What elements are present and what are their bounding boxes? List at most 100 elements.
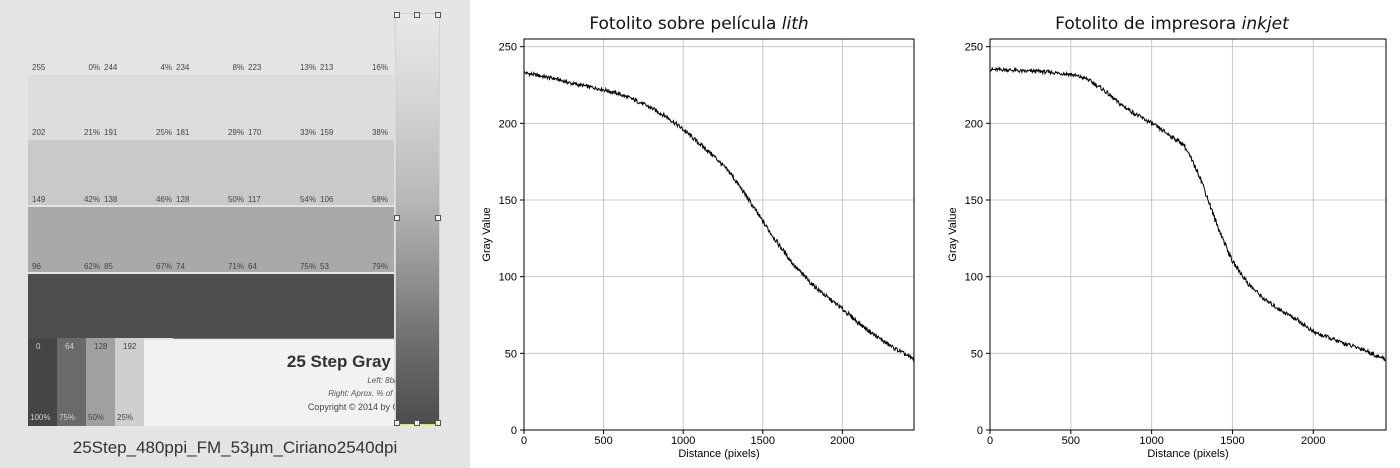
- gray-value-label: 53: [320, 262, 329, 271]
- selection-handle[interactable]: [414, 12, 420, 18]
- gray-band: [28, 75, 394, 140]
- y-tick-label: 250: [965, 42, 983, 54]
- coverage-label: 62%: [83, 262, 100, 271]
- coverage-label: 21%: [83, 128, 100, 137]
- gray-value-label: 149: [32, 195, 46, 204]
- x-tick-label: 2000: [1301, 435, 1325, 447]
- x-tick-label: 2000: [830, 435, 854, 447]
- selection-handle[interactable]: [394, 215, 400, 221]
- x-tick-label: 0: [987, 435, 993, 447]
- gray-value-label: 223: [248, 63, 262, 72]
- x-tick-label: 0: [521, 435, 527, 447]
- y-tick-label: 200: [499, 118, 517, 130]
- y-tick-label: 250: [499, 42, 517, 54]
- y-tick-label: 150: [965, 195, 983, 207]
- swatch-gray-label: 128: [94, 342, 108, 351]
- coverage-label: 13%: [299, 63, 316, 72]
- plot-frame: [989, 38, 1387, 431]
- selection-handle[interactable]: [435, 12, 441, 18]
- card-line-coverage: Right: Aprox. % of ink coverage: [328, 389, 440, 398]
- gray-value-label: 96: [32, 262, 41, 271]
- coverage-label: 50%: [227, 195, 244, 204]
- gray-value-label: 213: [320, 63, 334, 72]
- swatch-coverage-label: 50%: [88, 413, 105, 422]
- coverage-label: 42%: [83, 195, 100, 204]
- gradient-strip: [395, 13, 440, 425]
- coverage-label: 79%: [371, 262, 388, 271]
- y-tick-label: 100: [499, 272, 517, 284]
- coverage-label: 46%: [155, 195, 172, 204]
- x-tick-label: 500: [1062, 435, 1080, 447]
- gray-band: [28, 274, 394, 338]
- gray-value-label: 244: [104, 63, 118, 72]
- card-copyright: Copyright © 2014 by Carles Mitjà: [307, 402, 440, 412]
- gray-value-label: 159: [320, 128, 334, 137]
- gray-scale-scan: 255 0% 244 4% 234 8% 223 13% 213 16% 202 21% 191 25% 1…: [0, 0, 470, 468]
- gray-swatch: [86, 338, 115, 426]
- gray-swatch: [57, 338, 86, 426]
- coverage-label: 29%: [227, 128, 244, 137]
- coverage-label: 67%: [155, 262, 172, 271]
- plot-canvas: 0 500 1000 1500 2000 0 50 100 150 200 250 Distance …: [947, 38, 1387, 460]
- gray-value-label: 202: [32, 128, 46, 137]
- gray-value-label: 106: [320, 195, 334, 204]
- gray-value-label: 181: [176, 128, 190, 137]
- gray-swatch: [28, 338, 57, 426]
- gray-value-label: 85: [104, 262, 113, 271]
- y-axis-label: Gray Value: [481, 207, 493, 261]
- y-tick-label: 0: [977, 425, 983, 437]
- swatch-gray-label: 192: [123, 342, 137, 351]
- selection-handle[interactable]: [394, 12, 400, 18]
- scan-caption: 25Step_480ppi_FM_53µm_Ciriano2540dpi: [72, 438, 398, 457]
- coverage-label: 33%: [299, 128, 316, 137]
- y-tick-label: 50: [505, 348, 517, 360]
- y-tick-label: 200: [965, 118, 983, 130]
- x-tick-label: 1000: [1139, 435, 1163, 447]
- plot-title: Fotolito sobre película lith: [589, 14, 809, 34]
- coverage-label: 25%: [155, 128, 172, 137]
- swatch-gray-label: 64: [65, 342, 74, 351]
- coverage-label: 16%: [371, 63, 388, 72]
- coverage-label: 4%: [160, 63, 172, 72]
- x-tick-label: 500: [594, 435, 612, 447]
- profile-series-line: [989, 66, 1387, 362]
- y-tick-label: 150: [499, 195, 517, 207]
- x-axis-label: Distance (pixels): [1147, 448, 1228, 460]
- selection-handle[interactable]: [394, 420, 400, 426]
- selection-handle[interactable]: [435, 420, 441, 426]
- plot-frame: [523, 38, 915, 431]
- gray-value-label: 74: [176, 262, 185, 271]
- coverage-label: 8%: [232, 63, 244, 72]
- plot-title: Fotolito de impresora inkjet: [1055, 14, 1289, 34]
- gray-value-label: 234: [176, 63, 190, 72]
- profile-plot-inkjet: Fotolito de impresora inkjet 0 500 1000 150…: [944, 0, 1400, 468]
- coverage-label: 58%: [371, 195, 388, 204]
- gray-value-label: 255: [32, 63, 46, 72]
- coverage-label: 75%: [299, 262, 316, 271]
- y-axis-label: Gray Value: [947, 207, 959, 261]
- gray-band: [28, 140, 394, 205]
- y-tick-label: 0: [511, 425, 517, 437]
- gray-swatch: [115, 338, 144, 426]
- x-tick-label: 1500: [1220, 435, 1244, 447]
- gray-value-label: 117: [248, 195, 261, 204]
- x-tick-label: 1000: [671, 435, 695, 447]
- plot-canvas: 0 500 1000 1500 2000 0 50 100 150 200 250 Distance …: [481, 38, 915, 460]
- y-tick-label: 50: [971, 348, 983, 360]
- coverage-label: 38%: [371, 128, 388, 137]
- gray-value-label: 138: [104, 195, 118, 204]
- gray-band: [28, 207, 394, 272]
- coverage-label: 54%: [299, 195, 316, 204]
- profile-series-line: [523, 70, 915, 362]
- y-tick-label: 100: [965, 272, 983, 284]
- coverage-label: 71%: [227, 262, 244, 271]
- info-card: [144, 340, 394, 426]
- profile-plot-lith: Fotolito sobre película lith 0 500 1000 150…: [478, 0, 920, 468]
- swatch-coverage-label: 100%: [30, 413, 51, 422]
- x-tick-label: 1500: [751, 435, 775, 447]
- selection-handle[interactable]: [435, 215, 441, 221]
- x-axis-label: Distance (pixels): [678, 448, 759, 460]
- selection-handle[interactable]: [414, 420, 420, 426]
- swatch-coverage-label: 25%: [117, 413, 134, 422]
- coverage-label: 0%: [88, 63, 100, 72]
